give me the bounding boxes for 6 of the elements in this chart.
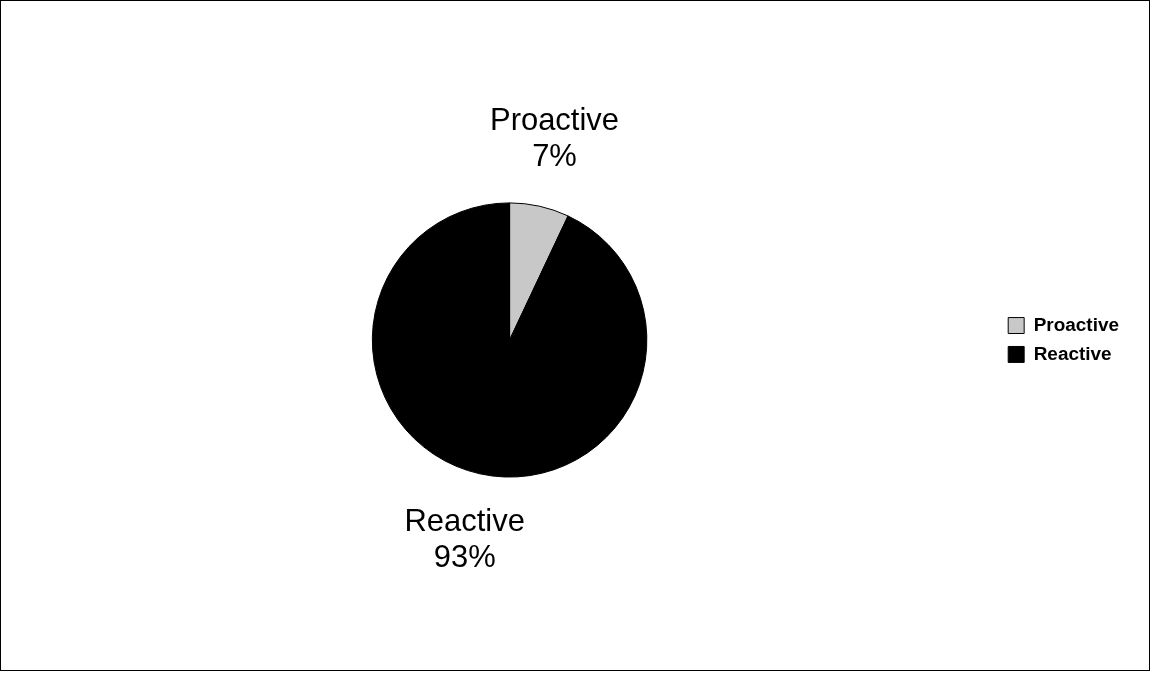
data-label: 93% <box>433 539 496 575</box>
slice-label: Reactive <box>404 503 525 539</box>
legend-label: Proactive <box>1033 313 1119 335</box>
legend-label: Reactive <box>1033 342 1112 364</box>
slice-label: Proactive <box>490 101 619 137</box>
data-label: 7% <box>532 137 577 173</box>
